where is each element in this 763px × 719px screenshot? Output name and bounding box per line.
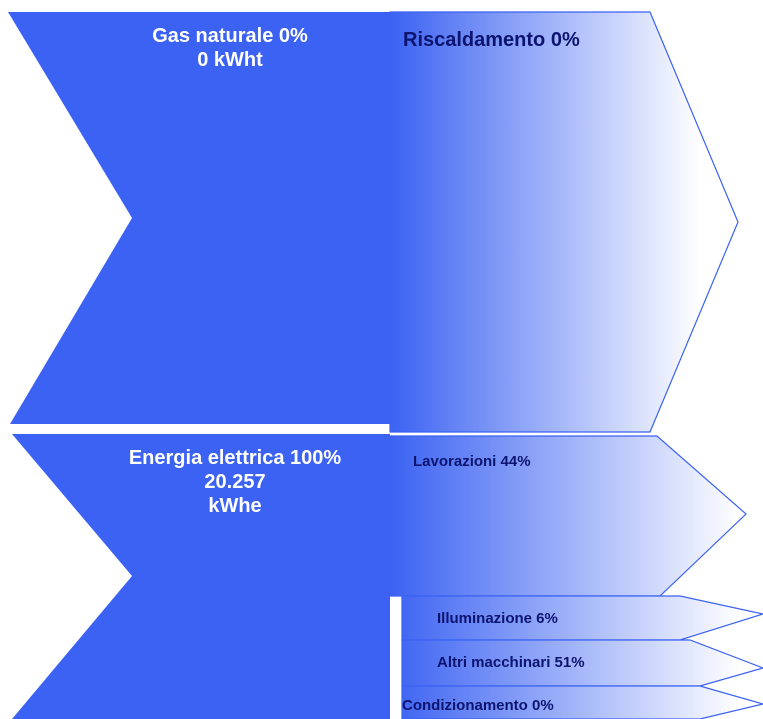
illuminazione-output-arrow: [401, 595, 763, 641]
lavorazioni-output-arrow: [389, 435, 747, 597]
illuminazione-label: Illuminazione 6%: [437, 610, 558, 627]
riscaldamento-label: Riscaldamento 0%: [403, 29, 580, 51]
electric-source-amount: 20.257: [204, 471, 266, 493]
electric-source-label: Energia elettrica 100% 20.257 kWhe: [90, 446, 380, 518]
condizionamento-label: Condizionamento 0%: [402, 697, 554, 714]
riscaldamento-output-arrow: [389, 11, 739, 433]
gas-source-arrow: [8, 12, 390, 424]
altri-macchinari-label: Altri macchinari 51%: [437, 654, 585, 671]
electric-source-title: Energia elettrica 100%: [128, 447, 342, 469]
gas-source-title: Gas naturale 0%: [152, 25, 308, 47]
gas-source-label: Gas naturale 0% 0 kWht: [110, 24, 350, 72]
electric-source-arrow: [12, 434, 390, 719]
gas-source-amount: 0 kWht: [197, 49, 263, 71]
electric-source-unit: kWhe: [208, 495, 262, 517]
lavorazioni-label: Lavorazioni 44%: [413, 453, 531, 470]
condizionamento-output-arrow: [401, 685, 763, 719]
altri-macchinari-output-arrow: [401, 639, 763, 687]
